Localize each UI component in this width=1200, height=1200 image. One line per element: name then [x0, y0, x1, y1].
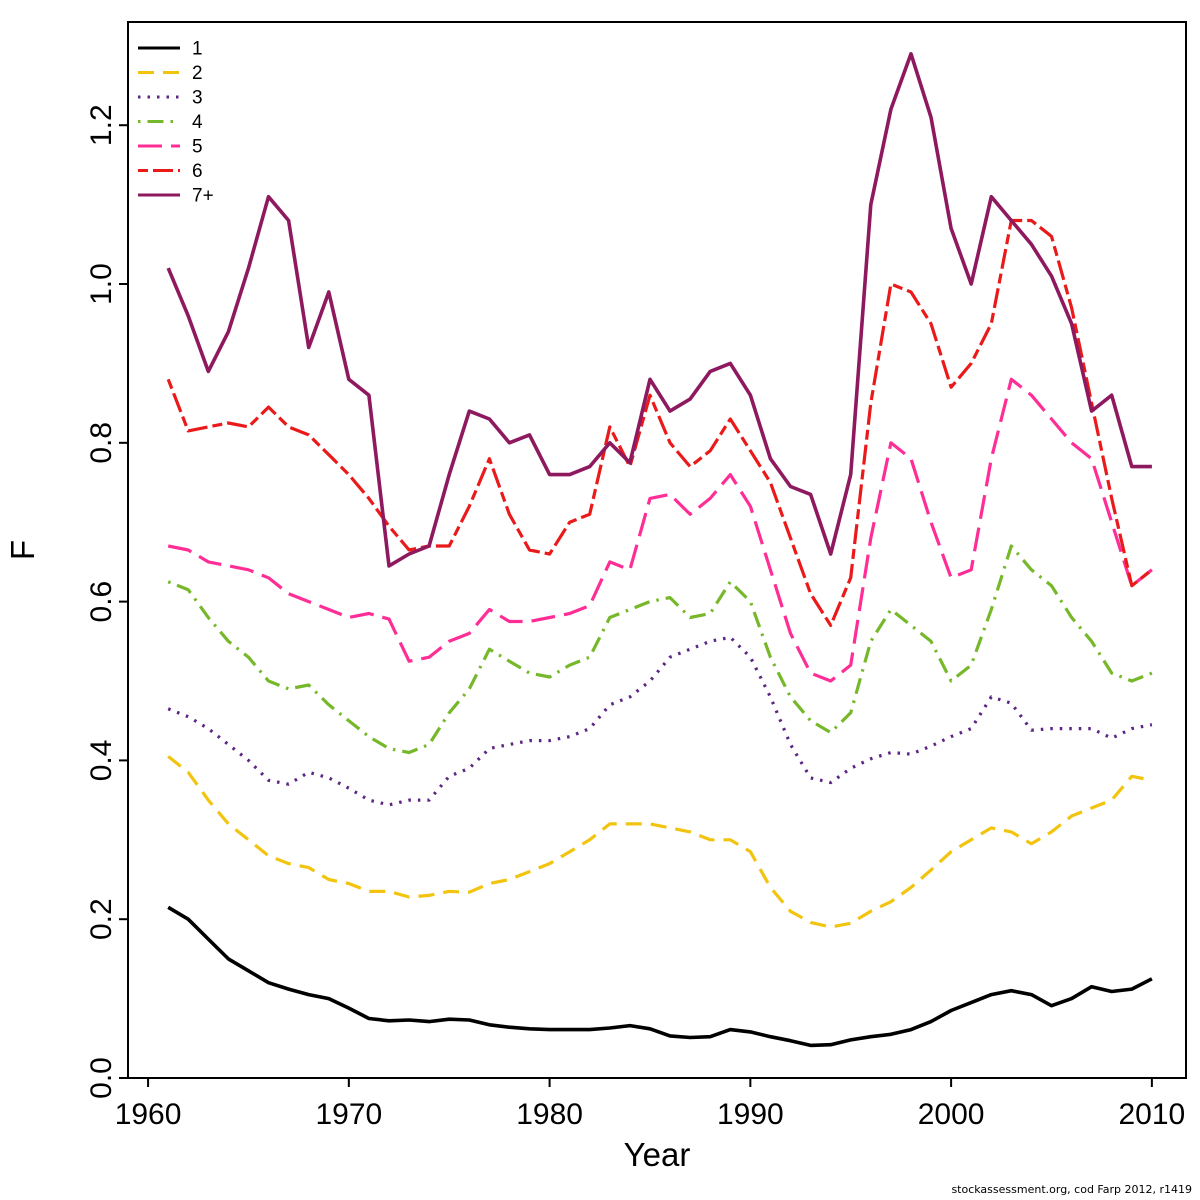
source-note: stockassessment.org, cod Farp 2012, r141… — [951, 1183, 1192, 1196]
x-tick-label: 1970 — [315, 1098, 382, 1131]
y-tick-label: 0.0 — [85, 1057, 118, 1099]
legend-label-4: 4 — [192, 112, 203, 133]
series-line-4 — [167, 544, 1153, 755]
y-tick-label: 0.4 — [85, 740, 118, 782]
legend-label-2: 2 — [192, 63, 203, 84]
legend-label-3: 3 — [192, 88, 203, 109]
x-tick-label: 2010 — [1118, 1098, 1185, 1131]
y-tick-label: 0.8 — [85, 422, 118, 464]
y-axis-label: F — [4, 540, 41, 560]
legend-label-1: 1 — [192, 39, 203, 60]
y-tick-label: 0.6 — [85, 581, 118, 623]
y-tick-label: 0.2 — [85, 898, 118, 940]
x-axis-label: Year — [624, 1136, 691, 1173]
x-tick-label: 2000 — [918, 1098, 985, 1131]
series-line-7+ — [166, 51, 1152, 568]
series-line-3 — [167, 635, 1153, 807]
x-tick-label: 1980 — [516, 1098, 583, 1131]
plot-box — [127, 21, 1187, 1079]
x-tick-label: 1990 — [717, 1098, 784, 1131]
legend-label-6: 6 — [192, 161, 203, 182]
x-tick-label: 1960 — [115, 1098, 182, 1131]
series-line-6 — [166, 218, 1153, 628]
series-line-1 — [167, 905, 1153, 1048]
series-line-2 — [167, 755, 1153, 929]
legend-label-7+: 7+ — [192, 186, 214, 207]
series-line-5 — [167, 377, 1153, 683]
y-tick-label: 1.0 — [85, 263, 118, 305]
legend-label-5: 5 — [192, 137, 203, 158]
y-tick-label: 1.2 — [85, 104, 118, 146]
